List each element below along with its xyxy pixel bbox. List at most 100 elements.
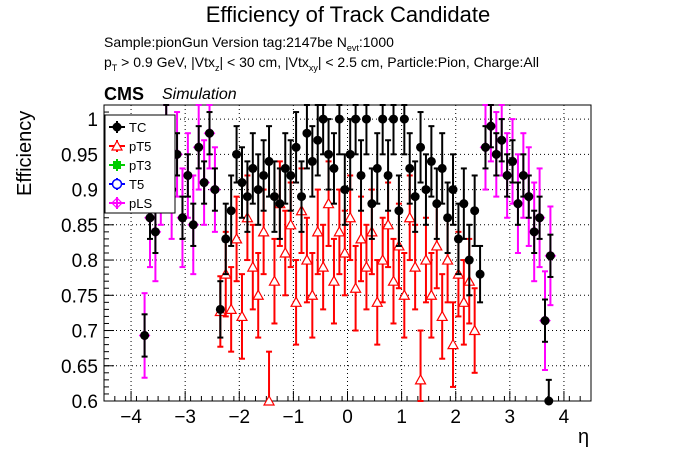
legend-label: T5 bbox=[129, 177, 144, 192]
simulation-label: Simulation bbox=[162, 86, 237, 103]
y-tick-label: 0.75 bbox=[61, 286, 98, 307]
pT5-point bbox=[398, 289, 411, 300]
TC-point bbox=[280, 163, 290, 173]
pT5-point bbox=[446, 338, 460, 350]
legend-label: pT3 bbox=[129, 158, 151, 173]
pT5-point bbox=[414, 373, 427, 385]
pT5-point bbox=[333, 225, 346, 237]
TC-point bbox=[275, 199, 285, 209]
x-tick-label: 1 bbox=[396, 407, 407, 428]
TC-point bbox=[491, 149, 501, 159]
pT5-point bbox=[252, 289, 265, 300]
legend-label: pT5 bbox=[129, 139, 151, 154]
y-tick-label: 0.85 bbox=[61, 216, 98, 237]
x-axis-label: η bbox=[578, 426, 590, 448]
pT5-point bbox=[360, 260, 373, 272]
pT5-point bbox=[284, 218, 297, 230]
TC-point bbox=[475, 269, 485, 279]
TC-point bbox=[470, 206, 480, 216]
TC-point bbox=[150, 227, 160, 237]
pT5-point bbox=[230, 232, 243, 244]
TC-point bbox=[145, 213, 155, 223]
pT5-point bbox=[409, 260, 422, 272]
TC-point bbox=[313, 135, 323, 145]
pT5-point bbox=[268, 274, 281, 286]
TC-point bbox=[497, 135, 507, 145]
TC-point bbox=[340, 185, 350, 195]
TC-point bbox=[367, 199, 377, 209]
TC-point bbox=[544, 396, 554, 406]
TC-point bbox=[302, 128, 312, 138]
pT5-point bbox=[425, 289, 438, 300]
pT5-point bbox=[235, 310, 249, 322]
pT5-point bbox=[300, 253, 313, 265]
pT5-point bbox=[317, 260, 330, 272]
TC-point bbox=[518, 170, 528, 180]
x-tick-label: 4 bbox=[559, 407, 570, 428]
TC-point bbox=[540, 316, 550, 326]
pT5-point bbox=[246, 260, 259, 272]
pT5-point bbox=[436, 310, 449, 322]
pT5-point bbox=[430, 239, 443, 251]
TC-point bbox=[351, 114, 361, 124]
TC-point bbox=[535, 213, 545, 223]
TC-point bbox=[269, 192, 279, 202]
pT5-point bbox=[344, 211, 357, 223]
TC-point bbox=[383, 170, 393, 180]
TC-point bbox=[372, 163, 382, 173]
y-tick-label: 0.65 bbox=[61, 357, 98, 378]
TC-point bbox=[324, 149, 334, 159]
pT5-point bbox=[306, 289, 319, 300]
TC-point bbox=[405, 163, 415, 173]
TC-point bbox=[545, 251, 555, 261]
TC-point bbox=[508, 156, 518, 166]
TC-point bbox=[513, 199, 523, 209]
pT5-point bbox=[387, 274, 400, 286]
pT5-point bbox=[290, 296, 303, 307]
TC-point bbox=[286, 170, 296, 180]
selection-cuts: pT > 0.9 GeV, |Vtxz| < 30 cm, |Vtxxy| < … bbox=[104, 54, 539, 73]
pT5-point bbox=[263, 394, 276, 406]
TC-point bbox=[443, 213, 453, 223]
pT5-point bbox=[279, 246, 292, 258]
x-tick-label: −3 bbox=[174, 407, 196, 428]
legend-label: TC bbox=[129, 120, 146, 135]
TC-point bbox=[480, 142, 490, 152]
TC-point bbox=[432, 199, 442, 209]
x-tick-label: 3 bbox=[505, 407, 516, 428]
y-tick-label: 0.8 bbox=[72, 251, 98, 272]
cms-label: CMS bbox=[104, 84, 144, 104]
chart-title: Efficiency of Track Candidate bbox=[205, 2, 491, 27]
TC-point bbox=[345, 149, 355, 159]
TC-point bbox=[464, 255, 474, 265]
TC-point bbox=[291, 142, 301, 152]
TC-point bbox=[399, 114, 409, 124]
TC-point bbox=[529, 227, 539, 237]
TC-point bbox=[334, 114, 344, 124]
y-tick-label: 0.7 bbox=[72, 322, 98, 343]
TC-point bbox=[388, 114, 398, 124]
TC-point bbox=[453, 234, 463, 244]
TC-point bbox=[177, 213, 187, 223]
y-tick-label: 0.9 bbox=[72, 181, 98, 202]
pT5-point bbox=[257, 225, 270, 237]
pT5-point bbox=[355, 232, 368, 244]
TC-point bbox=[248, 163, 258, 173]
TC-point bbox=[459, 199, 469, 209]
pT5-point bbox=[419, 253, 432, 265]
TC-point bbox=[297, 192, 307, 202]
TC-point bbox=[242, 192, 252, 202]
TC-point bbox=[329, 163, 339, 173]
x-tick-label: −1 bbox=[283, 407, 305, 428]
TC-point bbox=[448, 185, 458, 195]
TC-point bbox=[215, 304, 225, 314]
pT5-point bbox=[349, 282, 362, 293]
TC-point bbox=[524, 192, 534, 202]
TC-point bbox=[140, 330, 150, 340]
legend-marker bbox=[111, 197, 123, 209]
TC-point bbox=[426, 156, 436, 166]
pT5-point bbox=[382, 218, 395, 230]
TC-point bbox=[394, 206, 404, 216]
x-tick-label: 2 bbox=[450, 407, 461, 428]
